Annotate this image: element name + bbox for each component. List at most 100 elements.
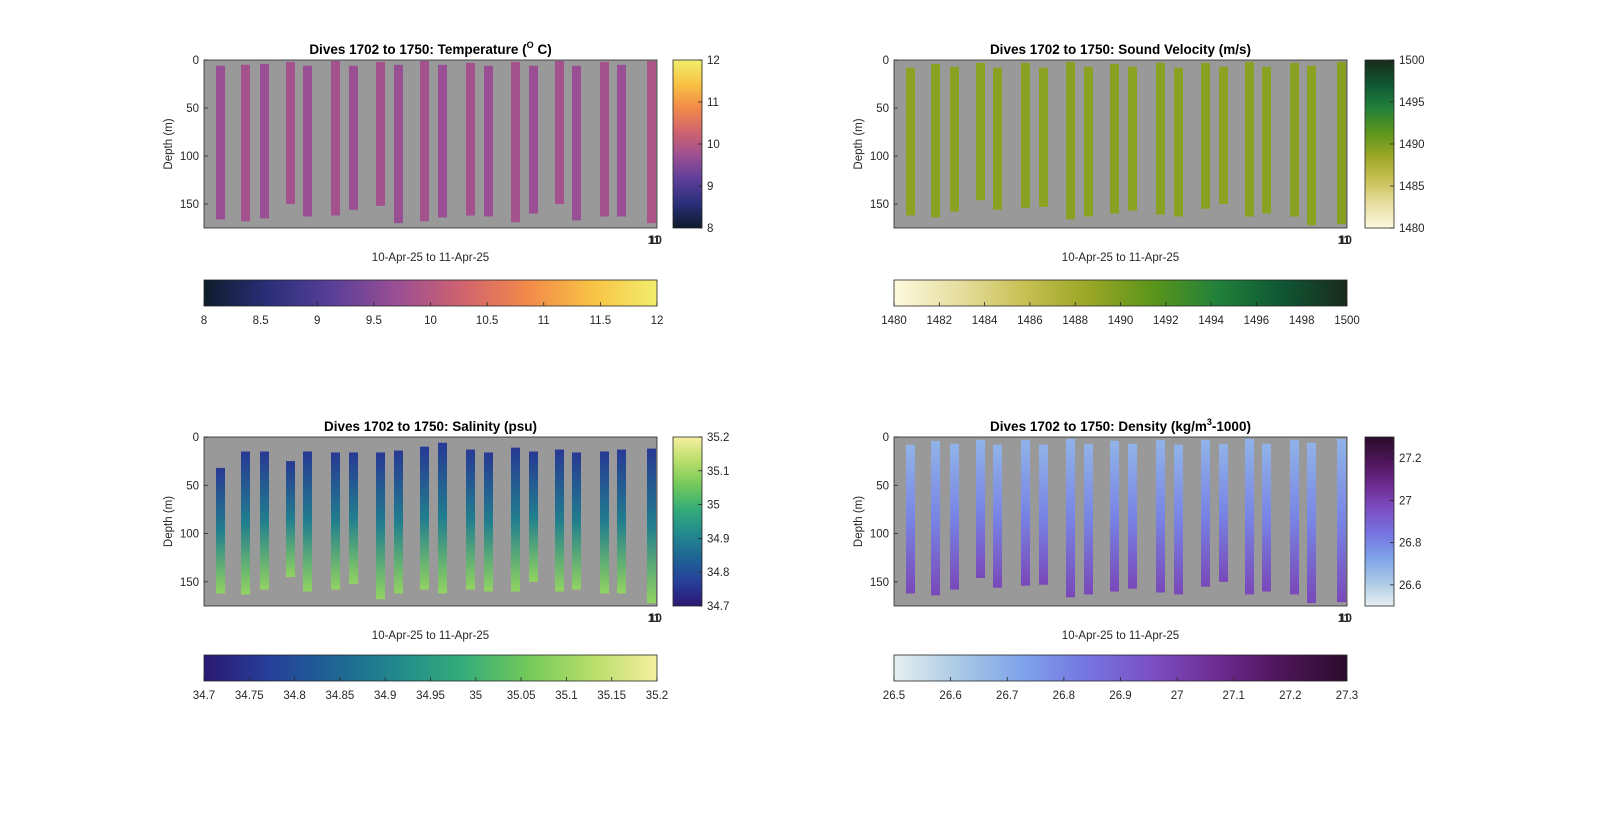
colorbar-tick-label: 27.1 — [1223, 690, 1245, 702]
colorbar-tick-label: 11 — [707, 97, 719, 109]
colorbar-tick-label: 26.6 — [1399, 580, 1421, 592]
dive-profile — [260, 451, 269, 590]
dive-profile — [420, 60, 429, 222]
salinity-panel: Dives 1702 to 1750: Salinity (psu) 0 50 100… — [163, 419, 729, 702]
sound-velocity-plot-area — [894, 60, 1347, 228]
dive-profile — [950, 66, 959, 212]
temperature-bottom-colorbar — [203, 279, 658, 307]
dive-profile — [529, 65, 538, 214]
dive-profile — [1128, 66, 1137, 211]
y-tick-label: 150 — [870, 577, 889, 589]
sound-velocity-title: Dives 1702 to 1750: Sound Velocity (m/s) — [990, 42, 1251, 57]
dive-profile — [906, 444, 915, 594]
colorbar-tick-label: 1486 — [1017, 315, 1043, 327]
dive-profile — [216, 467, 225, 594]
salinity-bottom-colorbar — [203, 654, 658, 682]
colorbar-tick-label: 8 — [707, 223, 713, 235]
y-tick-label: 50 — [186, 103, 199, 115]
colorbar-tick-label: 27.2 — [1279, 690, 1301, 702]
dive-profile — [1307, 442, 1316, 604]
colorbar-tick-label: 35 — [469, 690, 482, 702]
dive-profile — [1337, 438, 1346, 603]
dive-profile — [1084, 443, 1093, 595]
y-tick-label: 100 — [870, 151, 889, 163]
dive-profile — [438, 64, 447, 218]
colorbar-tick-label: 12 — [651, 315, 664, 327]
colorbar-tick-label: 35.2 — [646, 690, 668, 702]
y-tick-label: 100 — [180, 151, 199, 163]
colorbar-tick-label: 11 — [538, 315, 550, 327]
dive-profile — [511, 447, 520, 592]
dive-profile — [572, 452, 581, 590]
dive-profile — [1174, 444, 1183, 595]
title-text: Dives 1702 to 1750: Temperature ( — [309, 42, 527, 57]
density-plot-area — [894, 437, 1347, 606]
colorbar-tick-label: 9 — [707, 181, 713, 193]
sound-velocity-ylabel: Depth (m) — [853, 118, 865, 169]
colorbar-tick-label: 34.7 — [707, 601, 729, 613]
density-title: Dives 1702 to 1750: Density (kg/m3-1000) — [990, 417, 1251, 434]
dive-profile — [331, 452, 340, 590]
colorbar-tick-label: 35 — [707, 500, 720, 512]
y-tick-label: 0 — [193, 55, 199, 67]
dive-profile — [303, 451, 312, 592]
dive-profile — [394, 64, 403, 224]
temperature-plot-area — [204, 60, 657, 228]
salinity-title: Dives 1702 to 1750: Salinity (psu) — [324, 419, 537, 434]
colorbar-tick-label: 1500 — [1399, 55, 1425, 67]
sound-velocity-axes-frame — [893, 59, 1348, 229]
sound-velocity-bottom-colorbar — [893, 279, 1348, 307]
dive-profile — [555, 60, 564, 205]
dive-profile — [1262, 443, 1271, 592]
colorbar-tick-label: 1480 — [1399, 223, 1425, 235]
colorbar-tick-label: 10 — [424, 315, 437, 327]
colorbar-tick-label: 34.9 — [374, 690, 396, 702]
colorbar-tick-label: 34.7 — [193, 690, 215, 702]
title-superscript: 3 — [1207, 417, 1212, 427]
temperature-axes-frame — [203, 59, 658, 229]
y-tick-label: 100 — [180, 529, 199, 541]
dive-profile — [555, 449, 564, 592]
dive-profile — [1110, 63, 1119, 214]
dive-profile — [394, 450, 403, 594]
colorbar-tick-label: 35.2 — [707, 432, 729, 444]
dive-profile — [1290, 439, 1299, 595]
dive-profile — [1219, 66, 1228, 204]
salinity-ylabel: Depth (m) — [163, 496, 175, 547]
colorbar-tick-label: 27.2 — [1399, 453, 1421, 465]
dive-profile — [1245, 61, 1254, 217]
dive-profile — [349, 452, 358, 584]
colorbar-tick-label: 1490 — [1399, 139, 1425, 151]
colorbar-tick-label: 1496 — [1244, 315, 1270, 327]
x-tick-label: 10 — [649, 235, 662, 247]
dive-profile — [600, 61, 609, 217]
dive-profile — [484, 65, 493, 217]
dive-profile — [466, 449, 475, 590]
dive-profile — [600, 451, 609, 594]
sound-velocity-xlabel: 10-Apr-25 to 11-Apr-25 — [1062, 252, 1179, 264]
colorbar-tick-label: 34.85 — [326, 690, 355, 702]
x-tick-label: 11 — [1338, 613, 1351, 625]
dive-profile — [1156, 439, 1165, 593]
colorbar-tick-label: 26.7 — [996, 690, 1018, 702]
colorbar-tick-label: 1498 — [1289, 315, 1315, 327]
dive-profile — [511, 61, 520, 223]
dive-profile — [331, 60, 340, 216]
dive-profile — [1245, 438, 1254, 595]
dive-profile — [376, 452, 385, 600]
colorbar-tick-label: 1485 — [1399, 181, 1425, 193]
colorbar-tick-label: 1480 — [881, 315, 907, 327]
colorbar-tick-label: 1500 — [1334, 315, 1360, 327]
colorbar-tick-label: 9.5 — [366, 315, 382, 327]
colorbar-tick-label: 27 — [1171, 690, 1184, 702]
dive-profile — [260, 63, 269, 219]
dive-profile — [1156, 62, 1165, 215]
title-text-end: -1000) — [1212, 419, 1251, 434]
dive-profile — [931, 63, 940, 218]
dive-profile — [950, 443, 959, 590]
y-tick-label: 0 — [883, 432, 889, 444]
colorbar-tick-label: 34.8 — [707, 567, 729, 579]
temperature-side-colorbar — [672, 59, 703, 229]
dive-profile — [1084, 66, 1093, 217]
